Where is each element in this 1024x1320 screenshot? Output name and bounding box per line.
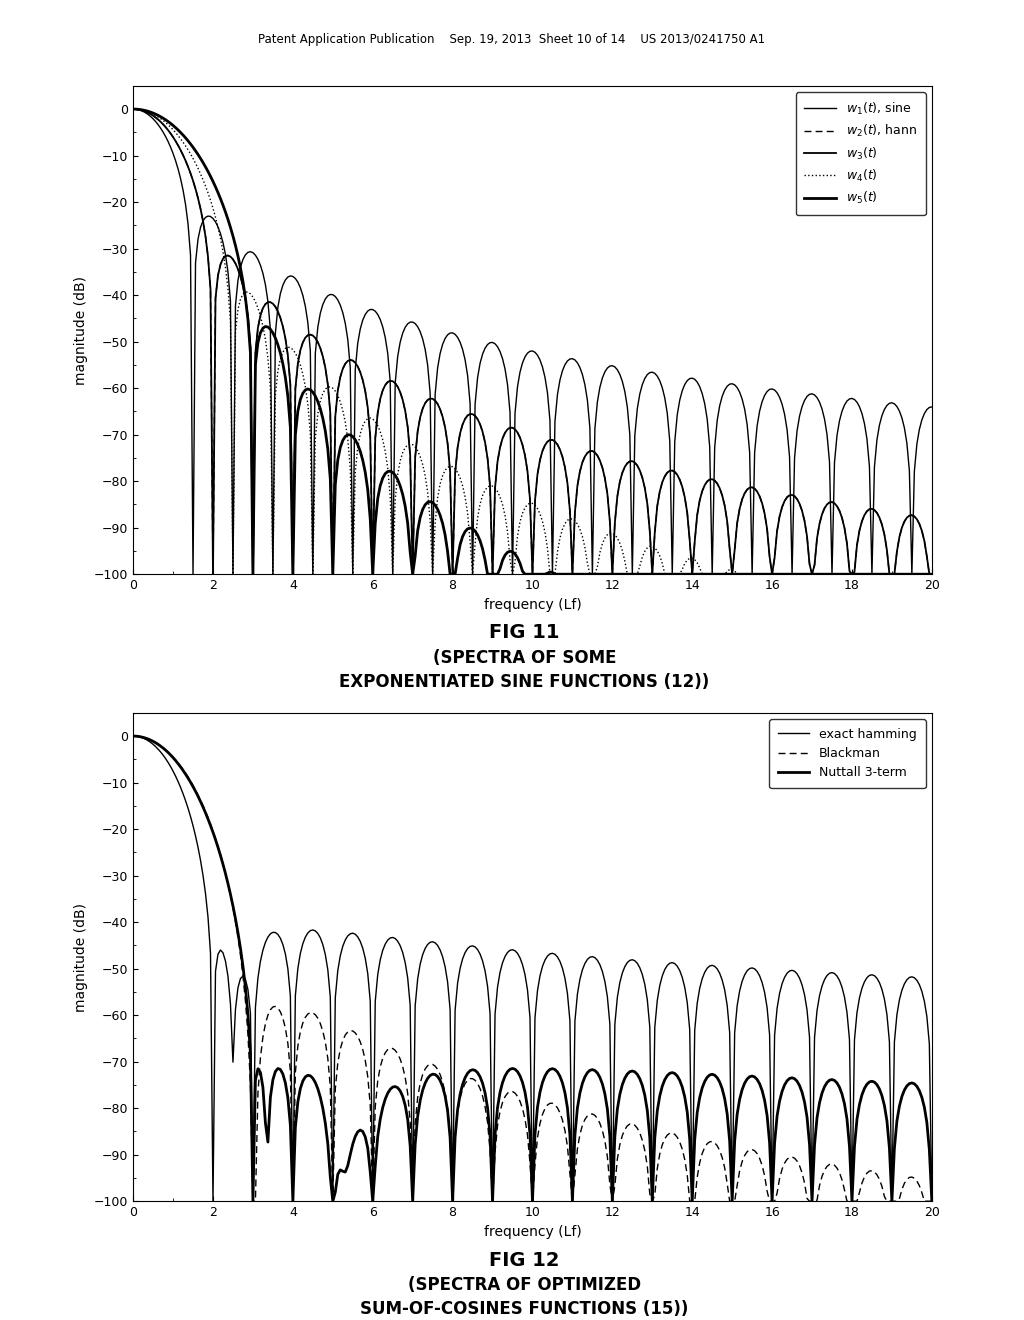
Text: SUM-OF-COSINES FUNCTIONS (15)): SUM-OF-COSINES FUNCTIONS (15)) [360, 1300, 688, 1319]
Text: FIG 12: FIG 12 [489, 1251, 559, 1270]
Legend: exact hamming, Blackman, Nuttall 3-term: exact hamming, Blackman, Nuttall 3-term [769, 719, 926, 788]
X-axis label: frequency (Lf): frequency (Lf) [483, 598, 582, 611]
Legend: $w_1(t)$, sine, $w_2(t)$, hann, $w_3(t)$, $w_4(t)$, $w_5(t)$: $w_1(t)$, sine, $w_2(t)$, hann, $w_3(t)$… [796, 92, 926, 215]
Y-axis label: magnitude (dB): magnitude (dB) [75, 903, 88, 1011]
Text: FIG 11: FIG 11 [489, 623, 559, 642]
Text: (SPECTRA OF SOME: (SPECTRA OF SOME [432, 649, 616, 668]
Text: EXPONENTIATED SINE FUNCTIONS (12)): EXPONENTIATED SINE FUNCTIONS (12)) [339, 673, 710, 692]
Text: (SPECTRA OF OPTIMIZED: (SPECTRA OF OPTIMIZED [408, 1276, 641, 1295]
Y-axis label: magnitude (dB): magnitude (dB) [75, 276, 88, 384]
Text: Patent Application Publication    Sep. 19, 2013  Sheet 10 of 14    US 2013/02417: Patent Application Publication Sep. 19, … [258, 33, 766, 46]
X-axis label: frequency (Lf): frequency (Lf) [483, 1225, 582, 1238]
